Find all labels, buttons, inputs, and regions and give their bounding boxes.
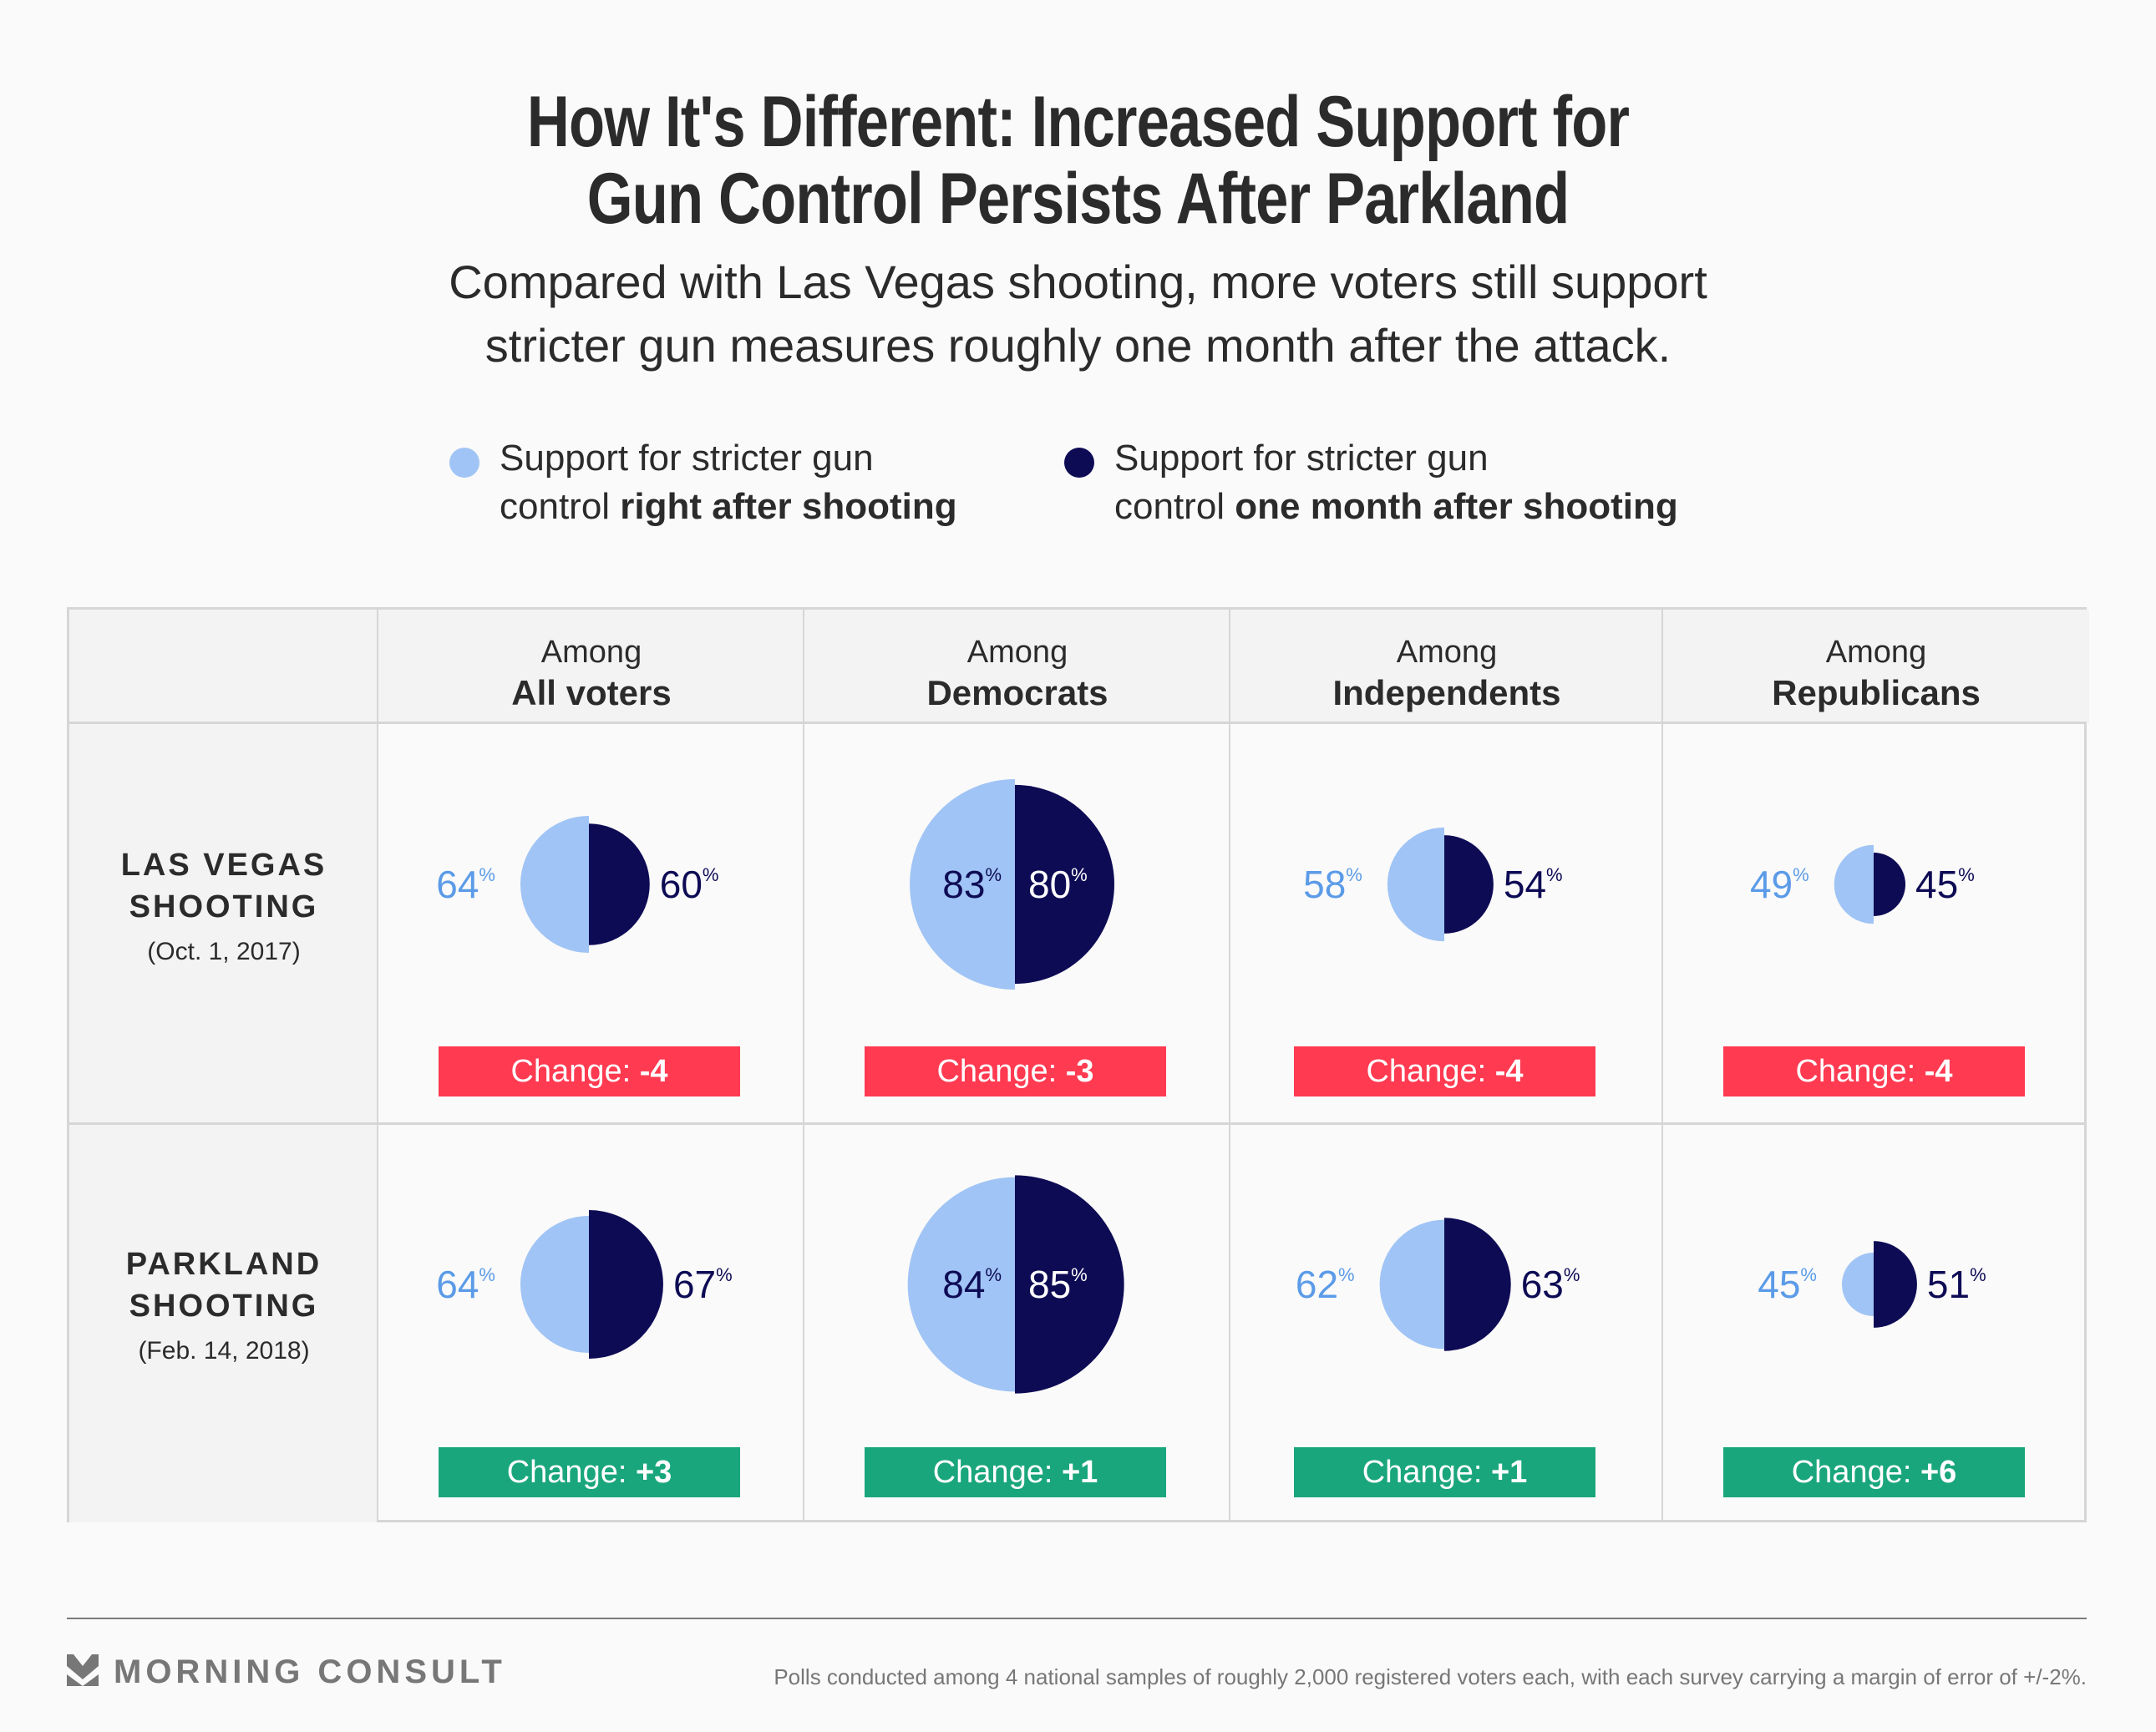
change-value: +1 [1061, 1455, 1098, 1490]
column-header-group: All voters [511, 673, 672, 712]
change-label: Change: [932, 1455, 1062, 1490]
row-label-name: LAS VEGAS [120, 848, 327, 883]
change-badge: Change: +1 [1294, 1447, 1595, 1497]
legend-label-line-2: control right after shooting [500, 483, 957, 531]
column-header-group: Democrats [926, 673, 1108, 712]
legend-dot-icon [1064, 448, 1094, 478]
change-badge: Change: -4 [1723, 1046, 2025, 1096]
row-divider [69, 722, 2087, 724]
row-label-date: (Feb. 14, 2018) [138, 1337, 310, 1365]
column-header-group: Independents [1332, 673, 1561, 712]
column-header-among: Among [540, 635, 642, 670]
column-header-independents: Among Independents [1230, 610, 1663, 723]
legend-label-line-1: Support for stricter gun [1114, 438, 1489, 479]
legend-label-bold: one month after shooting [1235, 486, 1678, 527]
change-value: +1 [1490, 1455, 1528, 1490]
column-header-among: Among [1825, 635, 1927, 670]
legend-label-line-2: control one month after shooting [1114, 483, 1678, 531]
change-value: +6 [1920, 1455, 1957, 1490]
change-badge: Change: -4 [1294, 1046, 1595, 1096]
change-value: -4 [1494, 1054, 1524, 1089]
legend-label-line-1: Support for stricter gun [500, 438, 874, 479]
change-value: +3 [635, 1455, 672, 1490]
chart-subtitle: Compared with Las Vegas shooting, more v… [0, 251, 2156, 377]
change-label: Change: [1795, 1054, 1925, 1089]
change-badge: Change: +1 [865, 1447, 1166, 1497]
change-label: Change: [1362, 1455, 1491, 1490]
change-badge: Change: +6 [1723, 1447, 2025, 1497]
brand-name: MORNING CONSULT [114, 1654, 506, 1690]
legend-item-right-after: Support for stricter gun control right a… [449, 434, 957, 531]
title-line-1: How It's Different: Increased Support fo… [526, 82, 1630, 162]
morning-consult-chevron-icon [67, 1654, 99, 1686]
legend-label-plain: control [1114, 486, 1235, 527]
column-header-among: Among [966, 635, 1068, 670]
column-divider [1661, 610, 1663, 1522]
change-label: Change: [1366, 1054, 1495, 1089]
footnote: Polls conducted among 4 national samples… [774, 1664, 2087, 1689]
change-value: -4 [639, 1054, 668, 1089]
chart-title: How It's Different: Increased Support fo… [194, 84, 1961, 237]
row-label-name: SHOOTING [129, 1289, 319, 1324]
change-label: Change: [506, 1455, 636, 1490]
row-label-date: (Oct. 1, 2017) [147, 938, 301, 965]
legend-label-bold: right after shooting [620, 486, 957, 527]
change-badge: Change: -4 [439, 1046, 740, 1096]
change-label: Change: [1791, 1455, 1920, 1490]
legend-dot-icon [449, 448, 479, 478]
legend-item-one-month: Support for stricter gun control one mon… [1064, 434, 1678, 531]
change-badge: Change: +3 [439, 1447, 740, 1497]
change-value: -4 [1924, 1054, 1953, 1089]
brand-logo: MORNING CONSULT [67, 1654, 506, 1691]
change-label: Change: [510, 1054, 640, 1089]
change-value: -3 [1065, 1054, 1094, 1089]
comparison-table: Among All voters Among Democrats Among I… [67, 607, 2089, 1522]
column-header-all-voters: Among All voters [378, 610, 804, 723]
column-header-among: Among [1396, 635, 1498, 670]
column-divider [803, 610, 804, 1522]
row-label-las-vegas: LAS VEGAS SHOOTING (Oct. 1, 2017) [69, 723, 378, 1124]
change-label: Change: [936, 1054, 1066, 1089]
column-divider [1229, 610, 1230, 1522]
subtitle-line-2: stricter gun measures roughly one month … [484, 319, 1672, 372]
row-label-name: PARKLAND [125, 1247, 322, 1282]
subtitle-line-1: Compared with Las Vegas shooting, more v… [449, 256, 1707, 308]
header-corner-cell [69, 610, 378, 723]
row-divider [69, 1122, 2087, 1125]
column-divider [377, 610, 378, 1522]
row-label-parkland: PARKLAND SHOOTING (Feb. 14, 2018) [69, 1124, 378, 1522]
column-header-republicans: Among Republicans [1663, 610, 2089, 723]
title-line-2: Gun Control Persists After Parkland [586, 159, 1570, 239]
row-label-name: SHOOTING [129, 889, 319, 924]
column-header-group: Republicans [1772, 673, 1981, 712]
column-header-democrats: Among Democrats [804, 610, 1230, 723]
legend-label-plain: control [500, 486, 621, 527]
change-badge: Change: -3 [865, 1046, 1166, 1096]
footer-divider [67, 1618, 2087, 1619]
